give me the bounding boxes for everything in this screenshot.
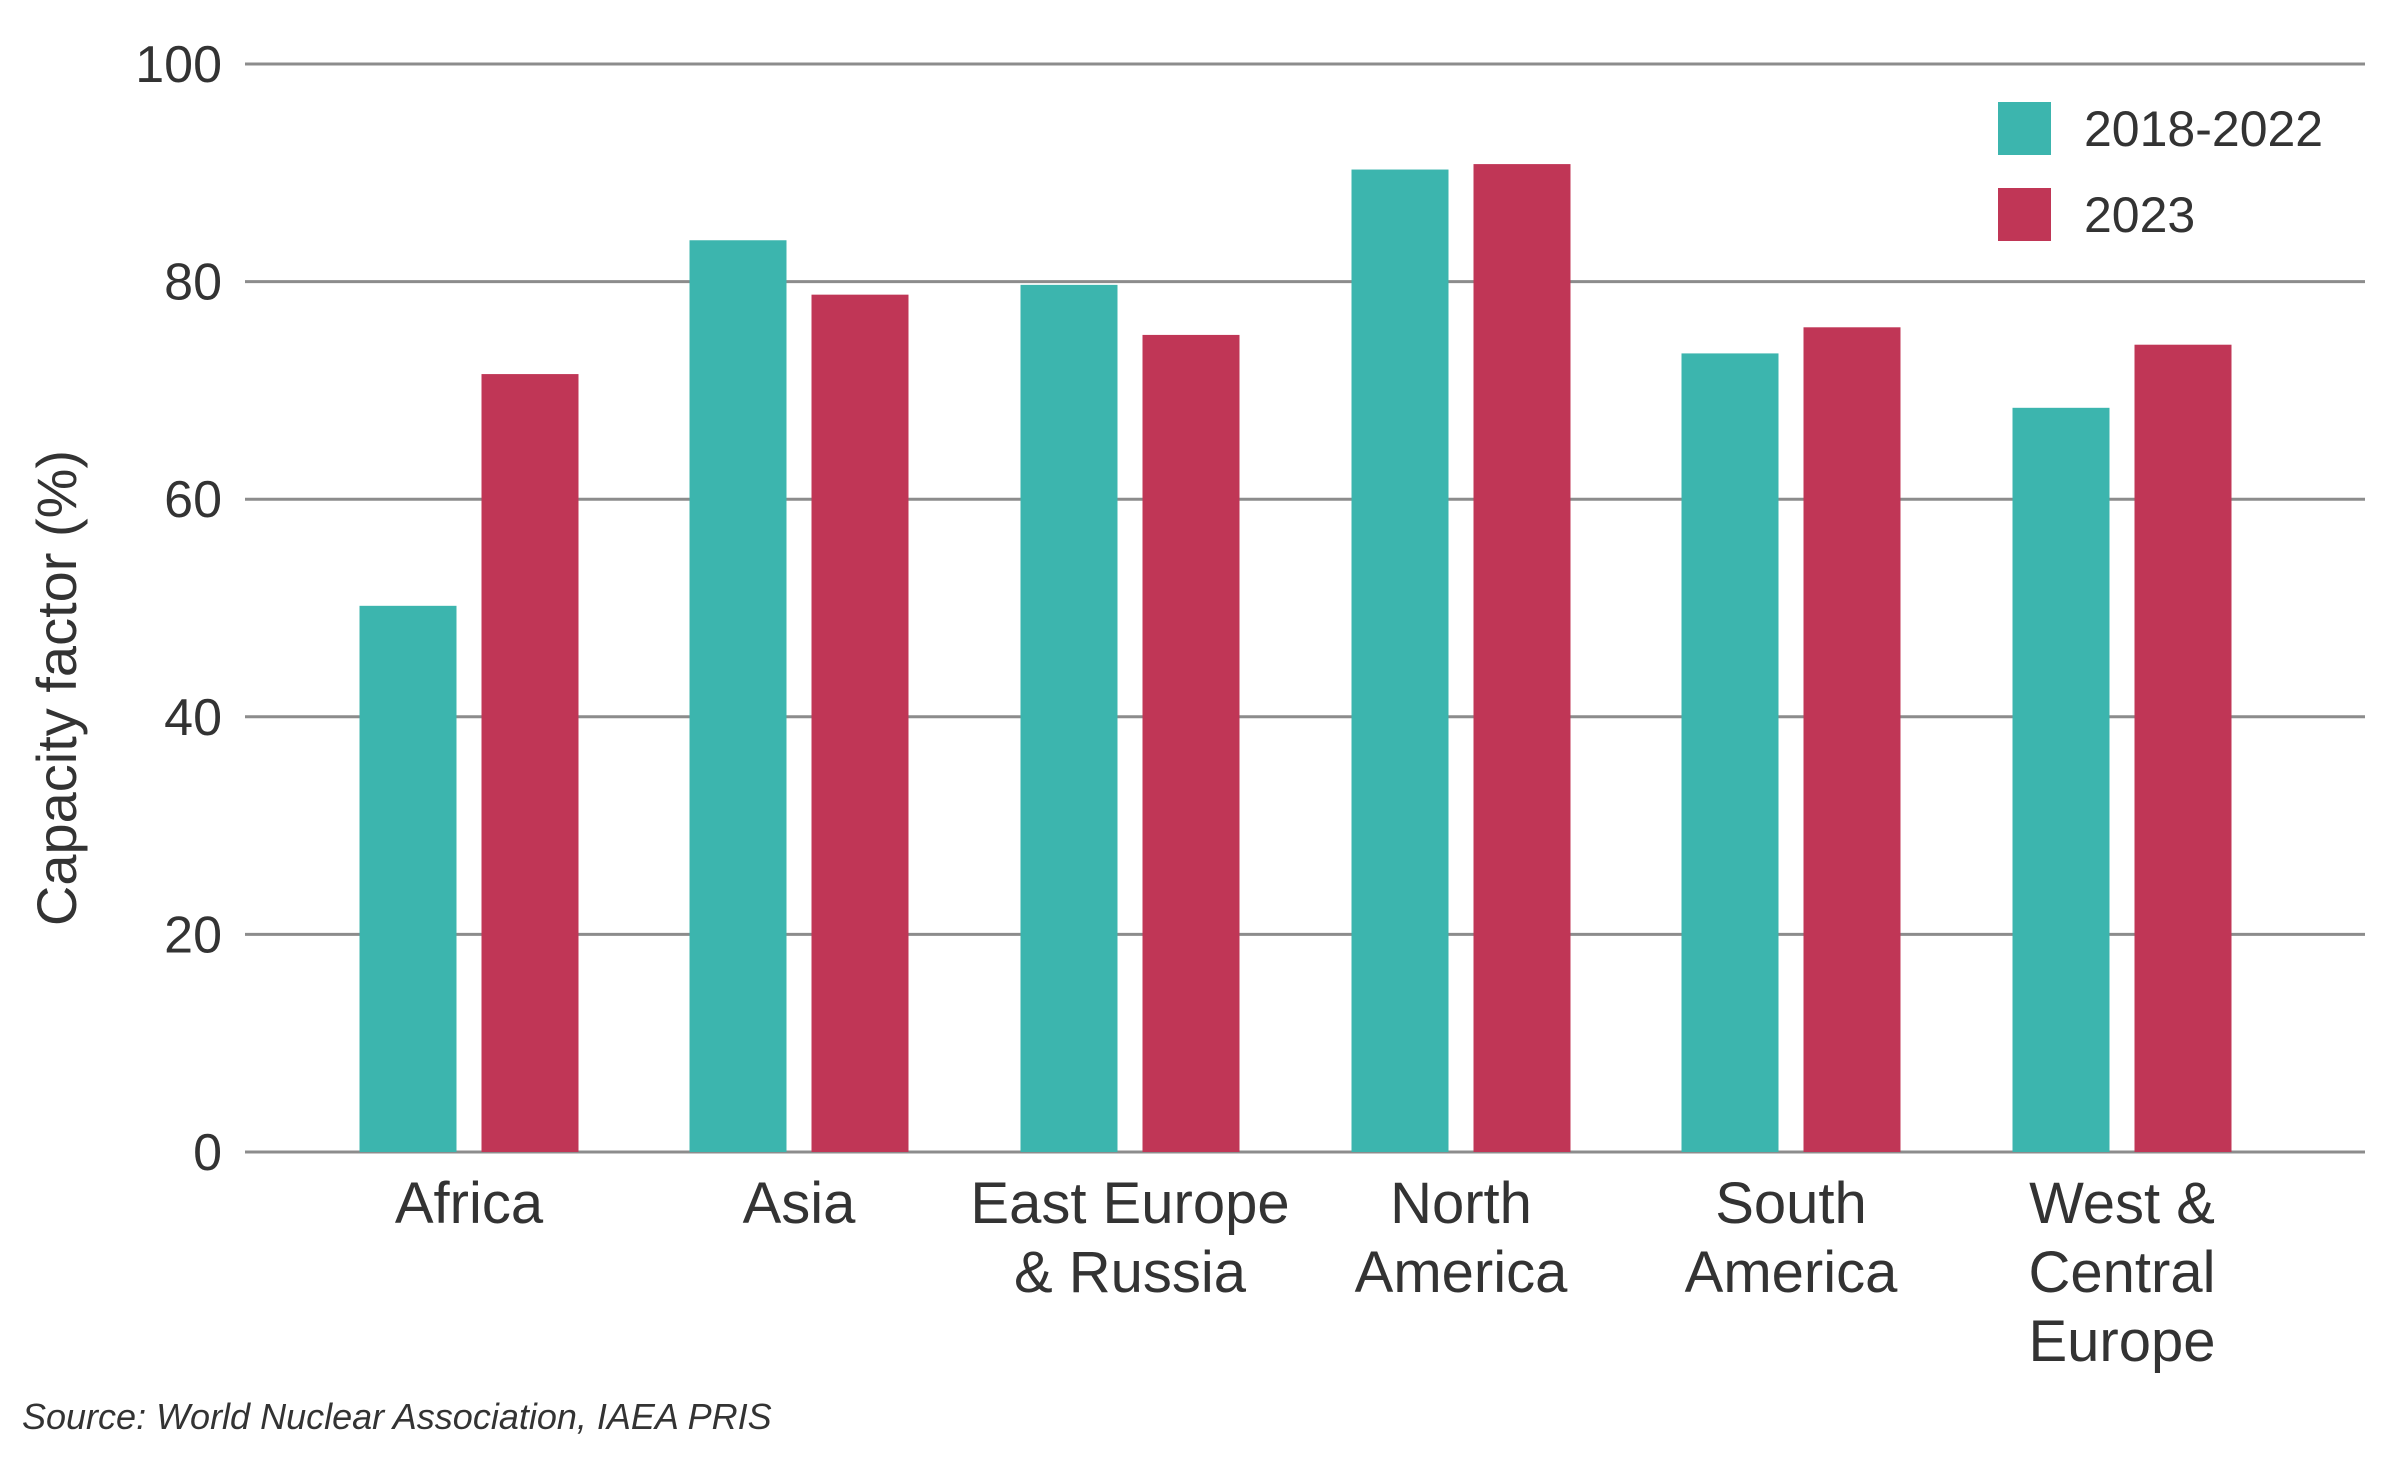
bar-2018-2022-asia	[689, 240, 787, 1153]
bar-2018-2022-africa	[359, 605, 457, 1152]
legend-label: 2023	[2084, 187, 2195, 243]
x-category-label: Asia	[743, 1171, 857, 1236]
bar-2023-africa	[481, 374, 579, 1153]
legend-swatch	[1998, 102, 2051, 155]
legend: 2018-2022 2023	[1998, 101, 2323, 243]
bar-2018-2022-north-america	[1351, 169, 1449, 1152]
gridlines	[245, 62, 2365, 1154]
bar-2018-2022-west-central-europe	[2012, 407, 2110, 1153]
x-category-label: North America	[1355, 1171, 1568, 1305]
x-category-label: West & Central Europe	[2028, 1171, 2215, 1374]
bars	[359, 164, 2232, 1153]
source-note: Source: World Nuclear Association, IAEA …	[22, 1396, 772, 1437]
bar-2023-south-america	[1803, 327, 1901, 1152]
y-axis-title: Capacity factor (%)	[25, 450, 88, 926]
x-category-label: East Europe & Russia	[970, 1171, 1289, 1305]
bar-2023-asia	[811, 294, 909, 1152]
x-category-label: South America	[1685, 1171, 1898, 1305]
bar-2018-2022-east-europe-russia	[1020, 284, 1118, 1152]
bar-2023-west-central-europe	[2134, 344, 2232, 1153]
legend-label: 2018-2022	[2084, 101, 2323, 157]
y-tick-label: 0	[193, 1124, 222, 1182]
bar-2018-2022-south-america	[1681, 353, 1779, 1153]
x-axis-labels: Africa Asia East Europe & Russia North Americ…	[395, 1171, 2216, 1374]
y-tick-label: 60	[164, 471, 222, 529]
y-axis-ticks: 0 20 40 60 80 100	[135, 36, 222, 1182]
bar-2023-north-america	[1473, 164, 1571, 1152]
y-tick-label: 80	[164, 254, 222, 312]
y-tick-label: 20	[164, 906, 222, 964]
bar-2023-east-europe-russia	[1142, 334, 1240, 1152]
x-category-label: Africa	[395, 1171, 544, 1236]
y-tick-label: 40	[164, 689, 222, 747]
y-tick-label: 100	[135, 36, 222, 94]
legend-swatch	[1998, 188, 2051, 241]
